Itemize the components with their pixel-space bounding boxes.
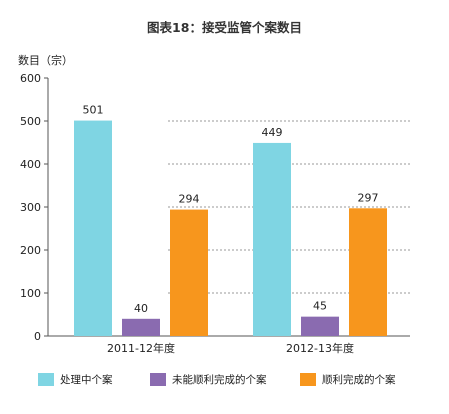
y-tick-label-600: 600: [20, 72, 41, 85]
y-axis-label: 数目（宗）: [18, 54, 73, 67]
legend-swatch-processing: [38, 373, 54, 386]
legend-item-successful: 顺利完成的个案: [300, 372, 396, 387]
data-label-0-0: 501: [83, 104, 104, 117]
bar-0-2: [170, 209, 208, 336]
y-tick-label-0: 0: [34, 330, 41, 343]
legend-label-successful: 顺利完成的个案: [322, 374, 396, 386]
bar-1-1: [301, 316, 339, 336]
bar-1-2: [349, 208, 387, 336]
legend-swatch-unsuccessful: [150, 373, 166, 386]
data-label-0-1: 40: [134, 302, 148, 315]
y-tick-label-400: 400: [20, 158, 41, 171]
x-category-label-0: 2011-12年度: [107, 341, 175, 355]
data-label-1-0: 449: [262, 126, 283, 139]
bar-0-1: [122, 318, 160, 336]
legend-item-processing: 处理中个案: [38, 372, 113, 387]
bar-1-0: [253, 142, 291, 336]
data-label-1-1: 45: [313, 300, 327, 313]
y-tick-label-200: 200: [20, 244, 41, 257]
data-label-0-2: 294: [179, 193, 200, 206]
y-tick-label-300: 300: [20, 201, 41, 214]
legend-label-unsuccessful: 未能顺利完成的个案: [172, 374, 267, 386]
legend-swatch-successful: [300, 373, 316, 386]
legend-item-unsuccessful: 未能顺利完成的个案: [150, 372, 267, 387]
y-tick-label-100: 100: [20, 287, 41, 300]
bar-0-0: [74, 120, 112, 336]
data-label-1-2: 297: [358, 191, 379, 204]
chart-title: 图表18：接受监管个案数目: [147, 20, 302, 35]
x-category-label-1: 2012-13年度: [286, 341, 354, 355]
legend-label-processing: 处理中个案: [60, 374, 113, 386]
y-tick-label-500: 500: [20, 115, 41, 128]
